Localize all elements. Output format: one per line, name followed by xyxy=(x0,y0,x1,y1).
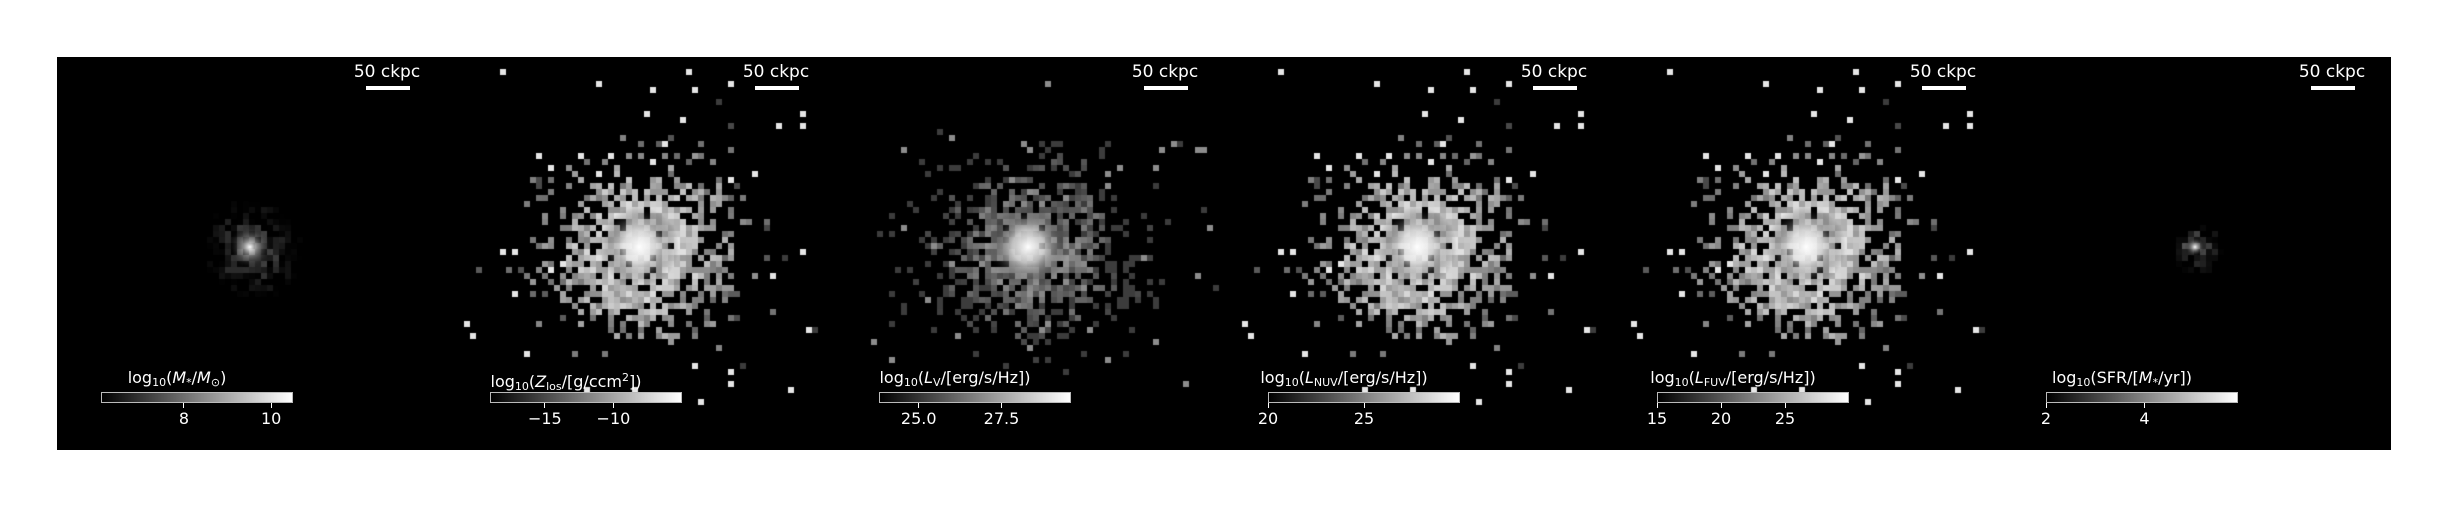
scalebar-label: 50 ckpc xyxy=(1520,62,1588,82)
colorbar xyxy=(1657,392,1849,403)
colorbar-ticks: 8 10 xyxy=(101,403,293,433)
scalebar-line xyxy=(1533,86,1577,90)
map-image xyxy=(57,57,446,450)
colorbar-tick-label: −15 xyxy=(515,403,575,428)
colorbar-tick-label: 2 xyxy=(2016,403,2076,428)
map-image xyxy=(835,57,1224,450)
scalebar-line xyxy=(1144,86,1188,90)
colorbar xyxy=(1268,392,1460,403)
scalebar-line xyxy=(1922,86,1966,90)
scalebar-label: 50 ckpc xyxy=(742,62,810,82)
colorbar-tick-label: −10 xyxy=(583,403,643,428)
colorbar-tick-label: 25.0 xyxy=(889,403,949,428)
map-panel-nuv-luminosity: 50 ckpc log10(LNUV/[erg/s/Hz]) 20 25 xyxy=(1224,57,1613,450)
colorbar-tick-label: 27.5 xyxy=(971,403,1031,428)
colorbar-label: log10(Zlos/[g/ccm2]) xyxy=(490,371,642,393)
colorbar-tick-label: 20 xyxy=(1691,403,1751,428)
map-panel-fuv-luminosity: 50 ckpc log10(LFUV/[erg/s/Hz]) 15 20 25 xyxy=(1613,57,2002,450)
map-image xyxy=(446,57,835,450)
scalebar-label: 50 ckpc xyxy=(1909,62,1977,82)
colorbar-label: log10(SFR/[M*/yr]) xyxy=(2052,368,2192,389)
colorbar xyxy=(490,392,682,403)
colorbar-tick-label: 15 xyxy=(1627,403,1687,428)
scalebar-label: 50 ckpc xyxy=(353,62,421,82)
colorbar-label: log10(LNUV/[erg/s/Hz]) xyxy=(1260,368,1428,389)
colorbar-tick-label: 8 xyxy=(154,403,214,428)
colorbar-label: log10(M*/M⊙) xyxy=(127,368,227,389)
colorbar xyxy=(101,392,293,403)
colorbar-ticks: 25.0 27.5 xyxy=(879,403,1071,433)
scalebar-line xyxy=(755,86,799,90)
scalebar-label: 50 ckpc xyxy=(2298,62,2366,82)
map-image xyxy=(2002,57,2391,450)
colorbar-label: log10(LV/[erg/s/Hz]) xyxy=(879,368,1031,389)
map-panel-stellar-mass: 50 ckpc log10(M*/M⊙) 8 10 xyxy=(57,57,446,450)
scalebar-label: 50 ckpc xyxy=(1131,62,1199,82)
colorbar-label: log10(LFUV/[erg/s/Hz]) xyxy=(1650,368,1816,389)
colorbar xyxy=(879,392,1071,403)
colorbar-ticks: 15 20 25 xyxy=(1647,403,1849,433)
scalebar-line xyxy=(366,86,410,90)
map-image xyxy=(1224,57,1613,450)
colorbar-tick-label: 10 xyxy=(241,403,301,428)
colorbar-tick-label: 25 xyxy=(1755,403,1815,428)
colorbar-tick-label: 25 xyxy=(1334,403,1394,428)
colorbar-tick-label: 20 xyxy=(1238,403,1298,428)
colorbar-ticks: 20 25 xyxy=(1258,403,1460,433)
colorbar-ticks: −15 −10 xyxy=(490,403,682,433)
map-panel-metallicity: 50 ckpc log10(Zlos/[g/ccm2]) −15 −10 xyxy=(446,57,835,450)
colorbar xyxy=(2046,392,2238,403)
map-panel-v-luminosity: 50 ckpc log10(LV/[erg/s/Hz]) 25.0 27.5 xyxy=(835,57,1224,450)
scalebar-line xyxy=(2311,86,2355,90)
map-image xyxy=(1613,57,2002,450)
colorbar-tick-label: 4 xyxy=(2114,403,2174,428)
